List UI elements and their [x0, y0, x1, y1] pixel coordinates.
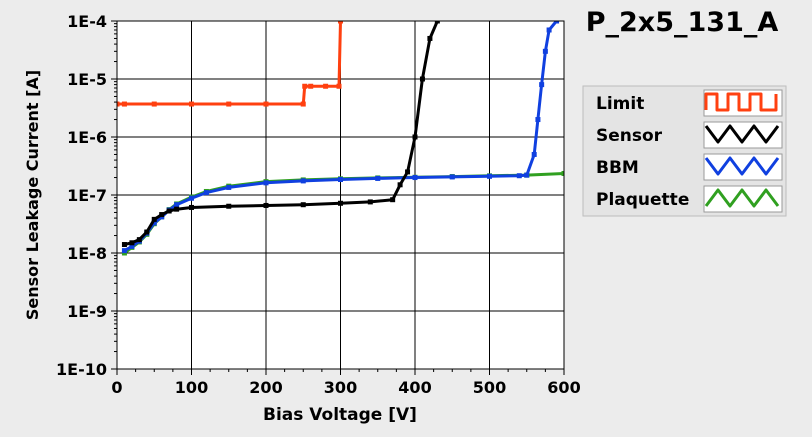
data-point	[554, 21, 560, 24]
x-tick-label: 400	[398, 378, 431, 397]
data-point	[561, 170, 564, 176]
legend-line	[704, 156, 780, 176]
legend-swatch	[703, 121, 783, 149]
data-point	[174, 202, 180, 208]
data-point	[203, 190, 209, 196]
data-point	[546, 27, 552, 33]
data-point	[375, 175, 381, 181]
data-point	[121, 242, 127, 248]
data-point	[189, 101, 194, 107]
data-point	[338, 200, 343, 206]
data-point	[542, 48, 548, 54]
data-point	[412, 134, 418, 140]
data-point	[121, 248, 127, 254]
data-point	[166, 208, 172, 214]
data-point	[121, 101, 127, 107]
data-point	[449, 174, 455, 180]
y-tick-label: 1E-7	[67, 186, 107, 205]
legend-label: Limit	[596, 94, 644, 114]
data-point	[226, 101, 232, 107]
data-point	[174, 206, 180, 212]
y-tick-label: 1E-4	[67, 12, 107, 31]
x-axis-label: Bias Voltage [V]	[263, 405, 417, 425]
y-axis: 1E-10 1E-9 1E-8 1E-7 1E-6 1E-5 1E-4	[56, 12, 117, 379]
data-point	[336, 83, 342, 89]
data-point	[302, 83, 308, 89]
x-tick-label: 600	[547, 378, 580, 397]
data-point	[367, 199, 373, 205]
data-point	[300, 178, 306, 184]
series-layer	[117, 21, 564, 256]
data-point	[390, 197, 396, 203]
y-tick-label: 1E-9	[67, 302, 107, 321]
data-point	[535, 117, 541, 123]
data-point	[405, 169, 411, 175]
x-axis: 0 100 200 300 400 500 600	[111, 369, 581, 397]
data-point	[151, 216, 157, 222]
legend-label: Plaquette	[596, 190, 689, 210]
x-tick-label: 0	[111, 378, 122, 397]
data-point	[117, 101, 120, 107]
data-point	[129, 240, 135, 246]
y-tick-label: 1E-8	[67, 244, 107, 263]
x-tick-label: 500	[473, 378, 506, 397]
data-point	[189, 204, 194, 210]
data-point	[524, 172, 530, 178]
data-point	[136, 237, 142, 243]
data-point	[226, 203, 232, 209]
data-point	[300, 101, 306, 107]
data-point	[189, 195, 194, 201]
legend: Limit Sensor BBM Plaquette	[582, 85, 787, 217]
data-point	[151, 220, 157, 226]
data-point	[539, 82, 545, 88]
legend-line	[704, 92, 778, 112]
data-point	[144, 229, 150, 235]
data-point	[300, 202, 306, 208]
y-tick-label: 1E-10	[56, 360, 107, 379]
y-tick-label: 1E-5	[67, 70, 107, 89]
series-limit	[117, 21, 343, 107]
series-sensor	[121, 21, 440, 248]
legend-swatch	[703, 153, 783, 181]
data-point	[159, 212, 165, 218]
data-point	[308, 83, 314, 89]
data-point	[338, 21, 343, 24]
data-point	[487, 173, 492, 179]
data-point	[263, 180, 269, 186]
x-tick-label: 200	[249, 378, 282, 397]
data-point	[419, 76, 425, 82]
data-point	[397, 182, 403, 188]
legend-label: BBM	[596, 158, 639, 178]
x-tick-label: 100	[175, 378, 208, 397]
data-point	[427, 35, 433, 41]
x-tick-label: 300	[324, 378, 357, 397]
y-tick-label: 1E-6	[67, 128, 107, 147]
data-point	[412, 175, 418, 181]
data-point	[151, 101, 157, 107]
data-point	[434, 21, 440, 24]
data-point	[323, 83, 329, 89]
data-point	[226, 184, 232, 190]
data-point	[129, 243, 135, 249]
legend-line	[704, 124, 780, 144]
chart-title: P_2x5_131_A	[586, 7, 779, 38]
data-point	[516, 173, 522, 179]
legend-line	[704, 188, 780, 208]
data-point	[338, 177, 343, 183]
data-point	[531, 151, 537, 157]
series-bbm	[121, 21, 560, 254]
data-point	[263, 202, 269, 208]
legend-label: Sensor	[596, 126, 663, 146]
y-axis-label: Sensor Leakage Current [A]	[23, 70, 42, 320]
data-point	[263, 101, 269, 107]
